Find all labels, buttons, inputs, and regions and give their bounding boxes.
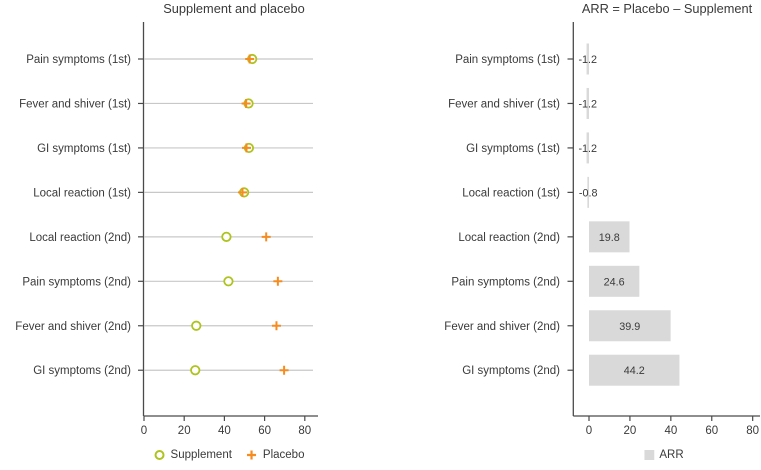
left-category-label: GI symptoms (1st) <box>37 143 131 155</box>
arr-bar <box>586 87 589 119</box>
left-x-tick-label: 20 <box>178 425 191 437</box>
right-category-label: Local reaction (1st) <box>462 187 560 199</box>
right-category-label: Fever and shiver (2nd) <box>444 321 560 333</box>
legend-item-supplement: Supplement <box>154 449 232 461</box>
arr-bar <box>589 221 630 253</box>
right-x-tick-label: 0 <box>586 425 592 437</box>
right-category-label: GI symptoms (2nd) <box>462 365 560 377</box>
left-chart-title: Supplement and placebo <box>163 1 305 16</box>
left-category-label: Pain symptoms (1st) <box>26 54 131 66</box>
arr-bar <box>589 310 671 342</box>
arr-bar <box>586 132 589 164</box>
legend-label-supplement: Supplement <box>170 449 232 461</box>
bar-value-label: 39.9 <box>619 321 640 333</box>
placebo-marker <box>271 321 281 331</box>
right-x-tick-label: 80 <box>746 425 759 437</box>
supplement-legend-marker <box>154 450 165 460</box>
bar-value-label: 44.2 <box>624 365 645 377</box>
supplement-marker <box>223 276 234 287</box>
placebo-marker <box>261 232 271 242</box>
left-category-label: Fever and shiver (1st) <box>19 98 131 110</box>
arr-legend-swatch <box>644 450 655 460</box>
bar-value-label: -1.2 <box>578 98 597 110</box>
right-chart-title: ARR = Placebo – Supplement <box>581 1 753 16</box>
arr-bar <box>586 43 589 75</box>
bar-value-label: -1.2 <box>578 143 597 155</box>
placebo-plus-icon <box>247 450 257 460</box>
supplement-marker <box>191 320 202 331</box>
left-category-label: Fever and shiver (2nd) <box>15 321 131 333</box>
left-x-tick-label: 80 <box>298 425 311 437</box>
legend-item-arr: ARR <box>644 449 684 461</box>
placebo-marker <box>237 187 247 197</box>
legend-label-arr: ARR <box>659 449 684 461</box>
right-category-label: Local reaction (2nd) <box>458 232 560 244</box>
arr-bar <box>589 265 640 297</box>
right-category-label: Fever and shiver (1st) <box>448 98 560 110</box>
left-x-tick-label: 40 <box>218 425 231 437</box>
placebo-legend-marker <box>247 450 257 460</box>
left-category-label: Local reaction (1st) <box>33 187 131 199</box>
right-category-label: Pain symptoms (1st) <box>455 54 560 66</box>
right-x-tick-label: 40 <box>664 425 677 437</box>
left-x-tick-label: 0 <box>141 425 147 437</box>
right-category-label: GI symptoms (1st) <box>466 143 560 155</box>
arr-bar <box>589 354 680 386</box>
arr-bar <box>587 176 589 208</box>
left-category-label: Pain symptoms (2nd) <box>22 276 131 288</box>
legend-label-placebo: Placebo <box>262 449 305 461</box>
bar-value-label: 24.6 <box>604 276 625 288</box>
supplement-circle-icon <box>154 450 165 460</box>
right-chart-legend: ARR <box>644 449 684 461</box>
arr-square-icon <box>644 450 655 460</box>
bar-value-label: -1.2 <box>578 54 597 66</box>
right-x-tick-label: 20 <box>624 425 637 437</box>
supplement-marker <box>221 231 232 242</box>
right-x-tick-label: 60 <box>705 425 718 437</box>
left-chart-legend: Supplement Placebo <box>154 449 305 461</box>
left-category-label: Local reaction (2nd) <box>29 232 131 244</box>
placebo-marker <box>245 54 255 64</box>
placebo-marker <box>273 276 283 286</box>
bar-value-label: 19.8 <box>599 232 620 244</box>
bar-value-label: -0.8 <box>579 187 598 199</box>
right-category-label: Pain symptoms (2nd) <box>451 276 560 288</box>
legend-item-placebo: Placebo <box>246 449 305 461</box>
supplement-marker <box>190 365 201 376</box>
placebo-marker <box>242 143 252 153</box>
left-category-label: GI symptoms (2nd) <box>33 365 131 377</box>
placebo-marker <box>279 365 289 375</box>
left-x-tick-label: 60 <box>258 425 271 437</box>
placebo-marker <box>241 98 251 108</box>
